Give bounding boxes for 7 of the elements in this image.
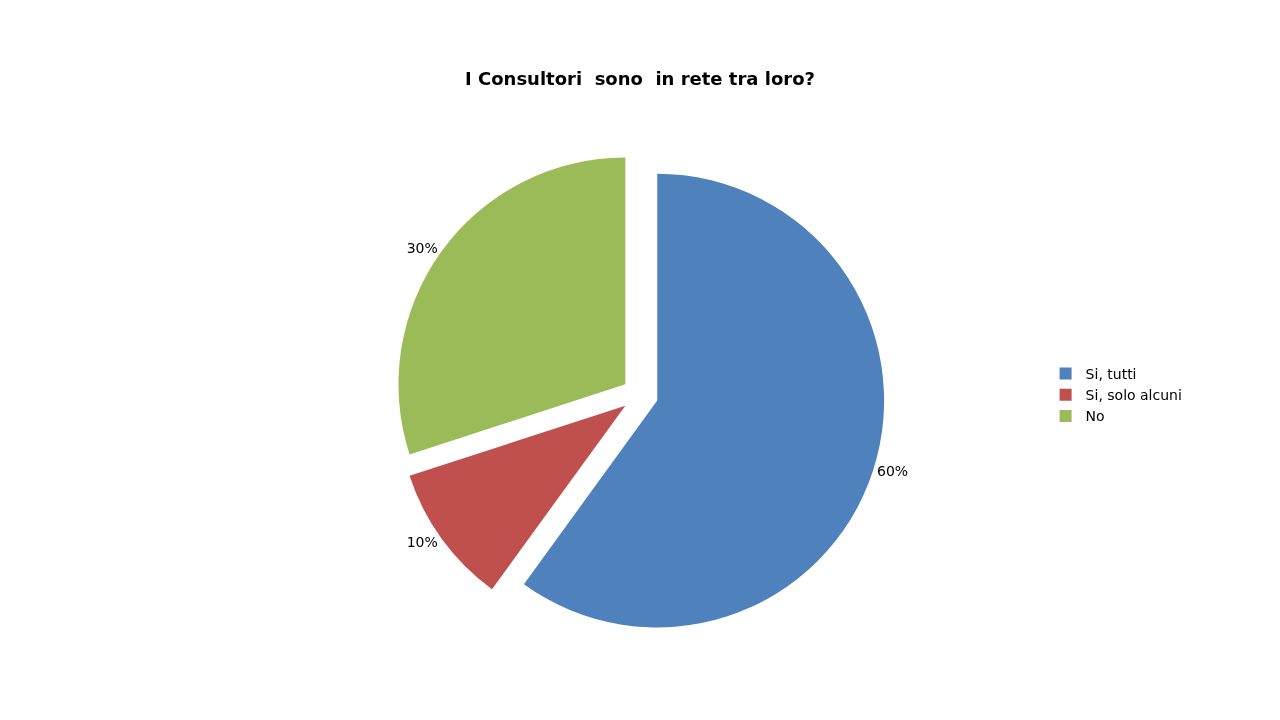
- chart-title: I Consultori sono in rete tra loro?: [465, 67, 815, 89]
- data-label: 10%: [406, 533, 438, 550]
- legend-label: Si, solo alcuni: [1085, 387, 1182, 404]
- data-label: 60%: [877, 463, 909, 480]
- legend-label: Si, tutti: [1085, 366, 1137, 383]
- data-label: 30%: [406, 240, 438, 257]
- legend-label: No: [1085, 408, 1105, 425]
